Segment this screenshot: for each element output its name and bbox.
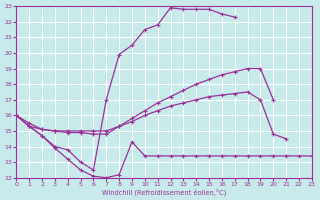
X-axis label: Windchill (Refroidissement éolien,°C): Windchill (Refroidissement éolien,°C) <box>102 188 226 196</box>
